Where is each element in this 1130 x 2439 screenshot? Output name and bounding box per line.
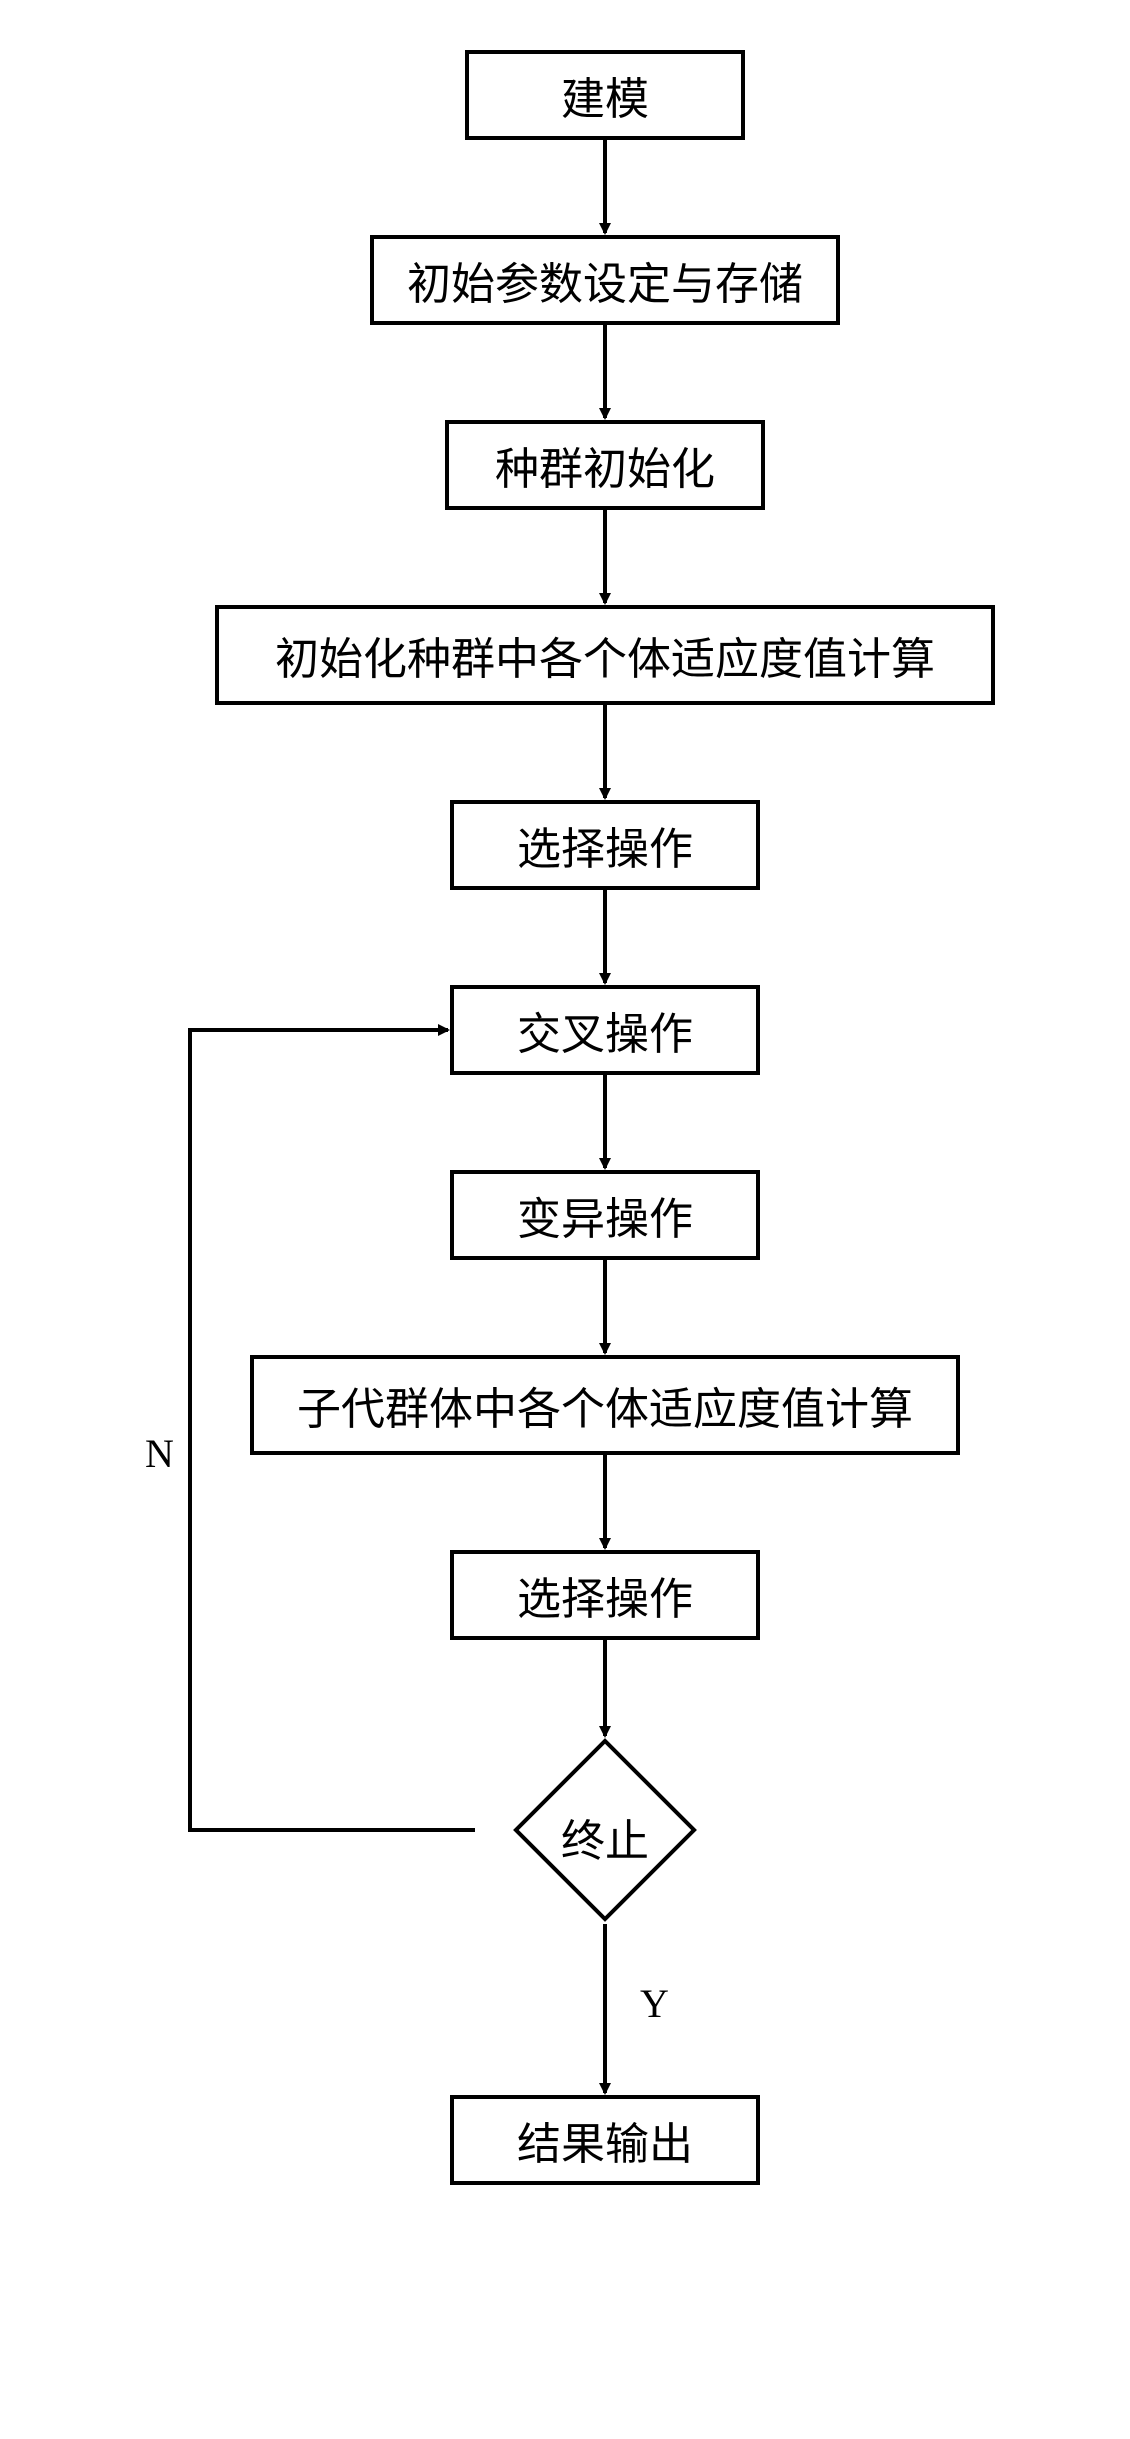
edge-label-no: N <box>145 1430 174 1477</box>
node-label: 交叉操作 <box>517 998 693 1062</box>
node-crossover: 交叉操作 <box>450 985 760 1075</box>
node-label: 选择操作 <box>517 813 693 877</box>
node-label: 建模 <box>561 63 649 127</box>
node-initial-fitness: 初始化种群中各个体适应度值计算 <box>215 605 995 705</box>
node-label: 初始化种群中各个体适应度值计算 <box>275 623 935 687</box>
node-offspring-fitness: 子代群体中各个体适应度值计算 <box>250 1355 960 1455</box>
node-output: 结果输出 <box>450 2095 760 2185</box>
node-label: 选择操作 <box>517 1563 693 1627</box>
node-label: 种群初始化 <box>495 433 715 497</box>
node-label: 变异操作 <box>517 1183 693 1247</box>
node-init-params: 初始参数设定与存储 <box>370 235 840 325</box>
node-selection-1: 选择操作 <box>450 800 760 890</box>
edge-label-yes: Y <box>640 1980 669 2027</box>
node-label: 结果输出 <box>517 2108 693 2172</box>
node-mutation: 变异操作 <box>450 1170 760 1260</box>
node-label: 终止 <box>561 1817 649 1866</box>
node-terminate-label: 终止 <box>540 1805 670 1869</box>
node-modeling: 建模 <box>465 50 745 140</box>
node-label: 初始参数设定与存储 <box>407 248 803 312</box>
node-label: 子代群体中各个体适应度值计算 <box>297 1373 913 1437</box>
node-selection-2: 选择操作 <box>450 1550 760 1640</box>
node-population-init: 种群初始化 <box>445 420 765 510</box>
